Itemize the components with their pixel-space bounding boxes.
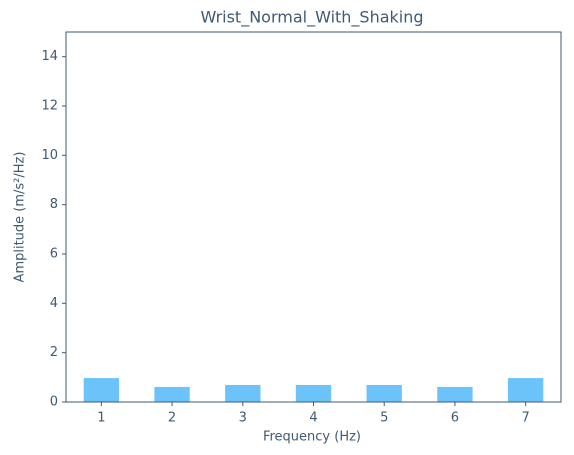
bar [507, 378, 544, 402]
y-tick-label: 14 [41, 49, 58, 64]
x-tick-label: 4 [309, 411, 317, 426]
bar [437, 386, 473, 402]
x-tick-label: 1 [97, 411, 105, 426]
x-tick-label: 6 [451, 411, 459, 426]
x-tick-label: 5 [380, 411, 388, 426]
bar [83, 378, 120, 402]
x-axis-label: Frequency (Hz) [263, 430, 361, 445]
bar [295, 384, 332, 402]
x-tick-label: 3 [239, 411, 247, 426]
bar [366, 384, 402, 402]
y-tick-label: 6 [50, 247, 58, 262]
y-tick-label: 8 [50, 197, 58, 212]
x-tick-label: 7 [522, 411, 530, 426]
y-tick-label: 10 [41, 148, 58, 163]
plot-frame [65, 31, 562, 403]
y-tick-label: 2 [50, 345, 58, 360]
x-tick-label: 2 [168, 411, 176, 426]
bar [154, 386, 190, 402]
bar [225, 384, 261, 402]
y-tick-label: 4 [50, 296, 58, 311]
y-axis-label: Amplitude (m/s²/Hz) [13, 152, 28, 283]
y-tick-label: 0 [50, 395, 58, 410]
y-tick-label: 12 [41, 99, 58, 114]
chart-title: Wrist_Normal_With_Shaking [200, 8, 423, 28]
